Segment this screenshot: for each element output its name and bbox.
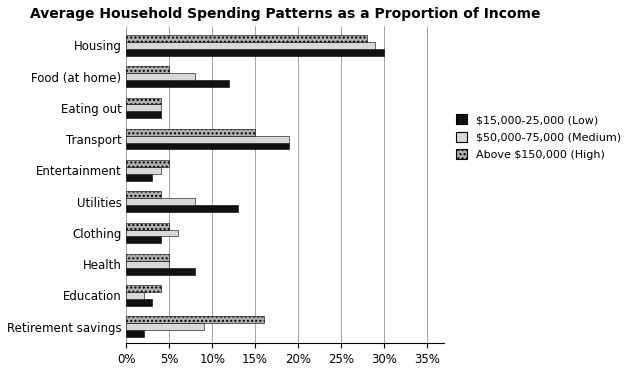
Bar bbox=[127, 73, 195, 80]
Bar bbox=[127, 330, 144, 337]
Bar bbox=[127, 268, 195, 275]
Bar bbox=[127, 98, 161, 104]
Bar bbox=[127, 299, 152, 306]
Legend: $15,000-25,000 (Low), $50,000-75,000 (Medium), Above $150,000 (High): $15,000-25,000 (Low), $50,000-75,000 (Me… bbox=[453, 111, 624, 163]
Bar bbox=[127, 174, 152, 181]
Bar bbox=[127, 292, 144, 299]
Bar bbox=[127, 111, 161, 118]
Bar bbox=[127, 205, 238, 212]
Bar bbox=[127, 229, 178, 236]
Bar bbox=[127, 167, 161, 174]
Bar bbox=[127, 136, 289, 142]
Bar bbox=[127, 223, 169, 229]
Bar bbox=[127, 42, 375, 49]
Bar bbox=[127, 49, 384, 56]
Bar bbox=[127, 285, 161, 292]
Bar bbox=[127, 261, 169, 268]
Bar bbox=[127, 323, 204, 330]
Bar bbox=[127, 66, 169, 73]
Bar bbox=[127, 198, 195, 205]
Bar bbox=[127, 80, 229, 87]
Bar bbox=[127, 191, 161, 198]
Title: Average Household Spending Patterns as a Proportion of Income: Average Household Spending Patterns as a… bbox=[30, 7, 541, 21]
Bar bbox=[127, 316, 264, 323]
Bar bbox=[127, 160, 169, 167]
Bar bbox=[127, 254, 169, 261]
Bar bbox=[127, 129, 255, 136]
Bar bbox=[127, 104, 161, 111]
Bar bbox=[127, 142, 289, 150]
Bar bbox=[127, 35, 367, 42]
Bar bbox=[127, 236, 161, 243]
